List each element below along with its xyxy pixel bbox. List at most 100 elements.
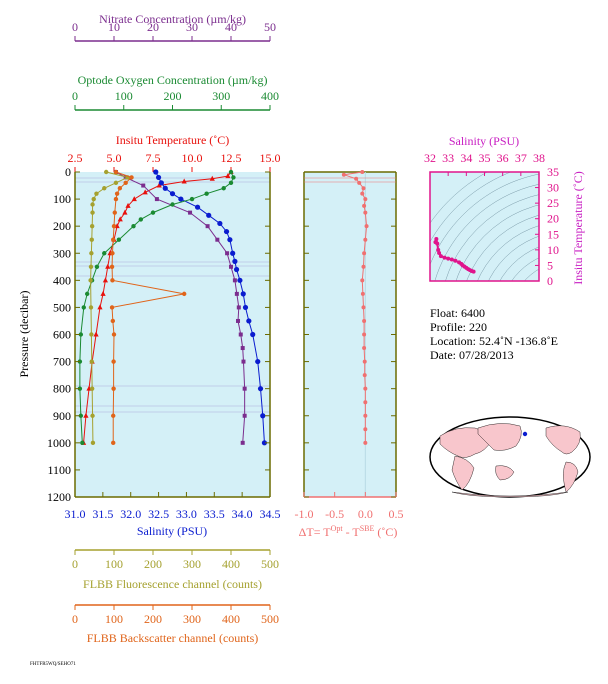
backscatter-tick-label: 300 bbox=[183, 612, 201, 626]
oxygen-point bbox=[204, 191, 209, 196]
ts-point bbox=[436, 247, 441, 252]
temp-point bbox=[125, 202, 131, 208]
pressure-tick-label: 100 bbox=[53, 192, 71, 206]
backscatter-point bbox=[111, 332, 117, 337]
salinity-point bbox=[233, 266, 240, 273]
salinity-point bbox=[194, 204, 201, 210]
fluor-tick-label: 200 bbox=[144, 557, 162, 571]
fluor-point bbox=[88, 305, 94, 310]
nitrate-tick-label: 40 bbox=[225, 20, 237, 34]
nitrate-point bbox=[232, 278, 237, 283]
pressure-tick-label: 300 bbox=[53, 246, 71, 260]
temp-point bbox=[131, 196, 137, 202]
backscatter-axis-title: FLBB Backscatter channel (counts) bbox=[87, 631, 259, 645]
temp-tick-label: 2.5 bbox=[68, 151, 83, 165]
fluor-tick-label: 0 bbox=[72, 557, 78, 571]
temp-point bbox=[117, 216, 123, 222]
backscatter-point bbox=[182, 291, 187, 297]
backscatter-point bbox=[113, 196, 119, 202]
backscatter-tick-label: 200 bbox=[144, 612, 162, 626]
delta-t-content: -1.0 -0.5 0.0 0.5 bbox=[295, 170, 404, 521]
oxygen-point bbox=[102, 251, 107, 256]
temp-point bbox=[209, 175, 215, 181]
temp-tick-label: 10.0 bbox=[182, 151, 203, 165]
salinity-point bbox=[162, 185, 168, 191]
temp-point bbox=[122, 209, 128, 215]
delta-t-point bbox=[360, 291, 365, 296]
salinity-point bbox=[261, 440, 268, 446]
location-text: Location: 52.4˚N -136.8˚E bbox=[430, 334, 558, 348]
fluor-point bbox=[88, 278, 93, 283]
ts-point bbox=[471, 269, 476, 274]
ts-point bbox=[438, 254, 443, 259]
fluor-point bbox=[90, 440, 96, 446]
salinity-point bbox=[240, 291, 246, 297]
ts-point bbox=[434, 236, 439, 241]
delta-t-point bbox=[363, 440, 368, 445]
salinity-point bbox=[257, 386, 264, 392]
temp-point bbox=[156, 182, 162, 188]
oxygen-point bbox=[81, 305, 86, 310]
fluor-tick-label: 100 bbox=[105, 557, 123, 571]
delta-t-point bbox=[363, 197, 368, 202]
delta-t-point bbox=[362, 373, 367, 378]
pressure-tick-label: 700 bbox=[53, 355, 71, 369]
oxygen-point bbox=[221, 186, 226, 191]
nitrate-point bbox=[241, 359, 246, 364]
date-text: Date: 07/28/2013 bbox=[430, 348, 514, 362]
delta-t-point bbox=[362, 203, 367, 208]
fluor-point bbox=[89, 359, 94, 364]
delta-t-point bbox=[362, 318, 367, 323]
nitrate-point bbox=[236, 305, 241, 310]
density-contour bbox=[529, 281, 608, 361]
fluor-point bbox=[91, 196, 96, 202]
ts-y-tick-label: 35 bbox=[547, 165, 559, 179]
salinity-tick-label: 32.0 bbox=[120, 507, 141, 521]
backscatter-point bbox=[110, 278, 115, 283]
land-south-america bbox=[563, 461, 579, 493]
ts-y-tick-label: 10 bbox=[547, 243, 559, 257]
salinity-tick-label: 33.0 bbox=[176, 507, 197, 521]
fluor-point bbox=[102, 186, 107, 191]
oxygen-point bbox=[116, 237, 122, 242]
oxygen-top-axis: Optode Oxygen Concentration (µm/kg)0 100 2… bbox=[72, 73, 279, 111]
delta-t-point bbox=[362, 346, 367, 351]
salinity-point bbox=[232, 258, 238, 264]
pressure-tick-label: 1200 bbox=[47, 490, 71, 504]
backscatter-point bbox=[110, 318, 116, 324]
nitrate-point bbox=[236, 318, 241, 323]
delta-tick-label: -1.0 bbox=[295, 507, 314, 521]
delta-t-point bbox=[361, 305, 366, 310]
fluor-tick-label: 400 bbox=[222, 557, 240, 571]
profile-plot-background bbox=[75, 172, 270, 497]
delta-tick-label: -0.5 bbox=[325, 507, 344, 521]
ts-x-tick-label: 32 bbox=[424, 151, 436, 165]
oxygen-tick-label: 0 bbox=[72, 89, 78, 103]
fluor-point bbox=[104, 169, 109, 175]
backscatter-point bbox=[109, 264, 115, 269]
world-map bbox=[429, 416, 591, 498]
nitrate-tick-label: 0 bbox=[72, 20, 78, 34]
oxygen-point bbox=[131, 223, 136, 229]
salinity-point bbox=[246, 318, 252, 324]
nitrate-point bbox=[154, 197, 159, 202]
temp-tick-label: 5.0 bbox=[107, 151, 122, 165]
nitrate-point bbox=[242, 386, 247, 391]
salinity-point bbox=[255, 358, 261, 365]
salinity-point bbox=[178, 196, 184, 202]
temp-point bbox=[83, 412, 89, 418]
nitrate-point bbox=[240, 346, 245, 351]
oxygen-axis-title: Optode Oxygen Concentration (µm/kg) bbox=[78, 73, 268, 87]
ts-plot-background bbox=[430, 172, 539, 281]
pressure-tick-label: 0 bbox=[65, 165, 71, 179]
salinity-tick-label: 34.0 bbox=[232, 507, 253, 521]
oxygen-tick-label: 400 bbox=[261, 89, 279, 103]
backscatter-point bbox=[113, 169, 119, 175]
map-land bbox=[439, 423, 581, 498]
profile-horizontal-lines bbox=[75, 177, 270, 413]
backscatter-point bbox=[109, 305, 115, 310]
backscatter-point bbox=[129, 175, 134, 180]
salinity-point bbox=[260, 413, 266, 419]
delta-t-point bbox=[363, 237, 368, 242]
